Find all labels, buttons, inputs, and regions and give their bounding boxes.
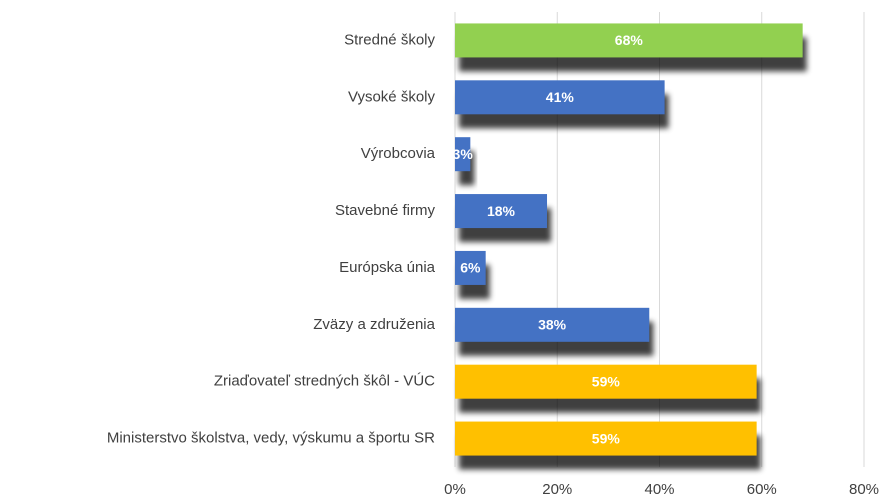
bar: [455, 23, 803, 58]
x-tick-label: 0%: [444, 481, 466, 498]
value-label: 3%: [453, 146, 474, 162]
value-label: 38%: [538, 317, 567, 333]
y-tick-label: Zväzy a združenia: [313, 316, 435, 333]
y-tick-label: Stredné školy: [344, 31, 435, 48]
x-tick-label: 40%: [644, 481, 674, 498]
value-label: 68%: [615, 32, 644, 48]
y-tick-label: Stavebné firmy: [335, 202, 436, 219]
bar: [455, 421, 757, 456]
y-tick-label: Európska únia: [339, 259, 436, 276]
y-tick-label: Vysoké školy: [348, 88, 435, 105]
bar: [455, 137, 471, 172]
value-label: 41%: [546, 89, 575, 105]
x-tick-label: 60%: [747, 481, 777, 498]
bar: [455, 80, 665, 115]
bar: [455, 307, 650, 342]
value-label: 59%: [592, 373, 621, 389]
bar: [455, 250, 486, 285]
x-tick-label: 80%: [849, 481, 879, 498]
y-tick-label: Výrobcovia: [361, 145, 436, 162]
value-label: 6%: [460, 260, 481, 276]
bar: [455, 194, 548, 229]
value-label: 59%: [592, 430, 621, 446]
value-label: 18%: [487, 203, 516, 219]
y-tick-label: Zriaďovateľ stredných škôl - VÚC: [214, 373, 435, 390]
x-tick-label: 20%: [542, 481, 572, 498]
bar: [455, 364, 757, 399]
y-tick-label: Ministerstvo školstva, vedy, výskumu a š…: [107, 430, 435, 447]
